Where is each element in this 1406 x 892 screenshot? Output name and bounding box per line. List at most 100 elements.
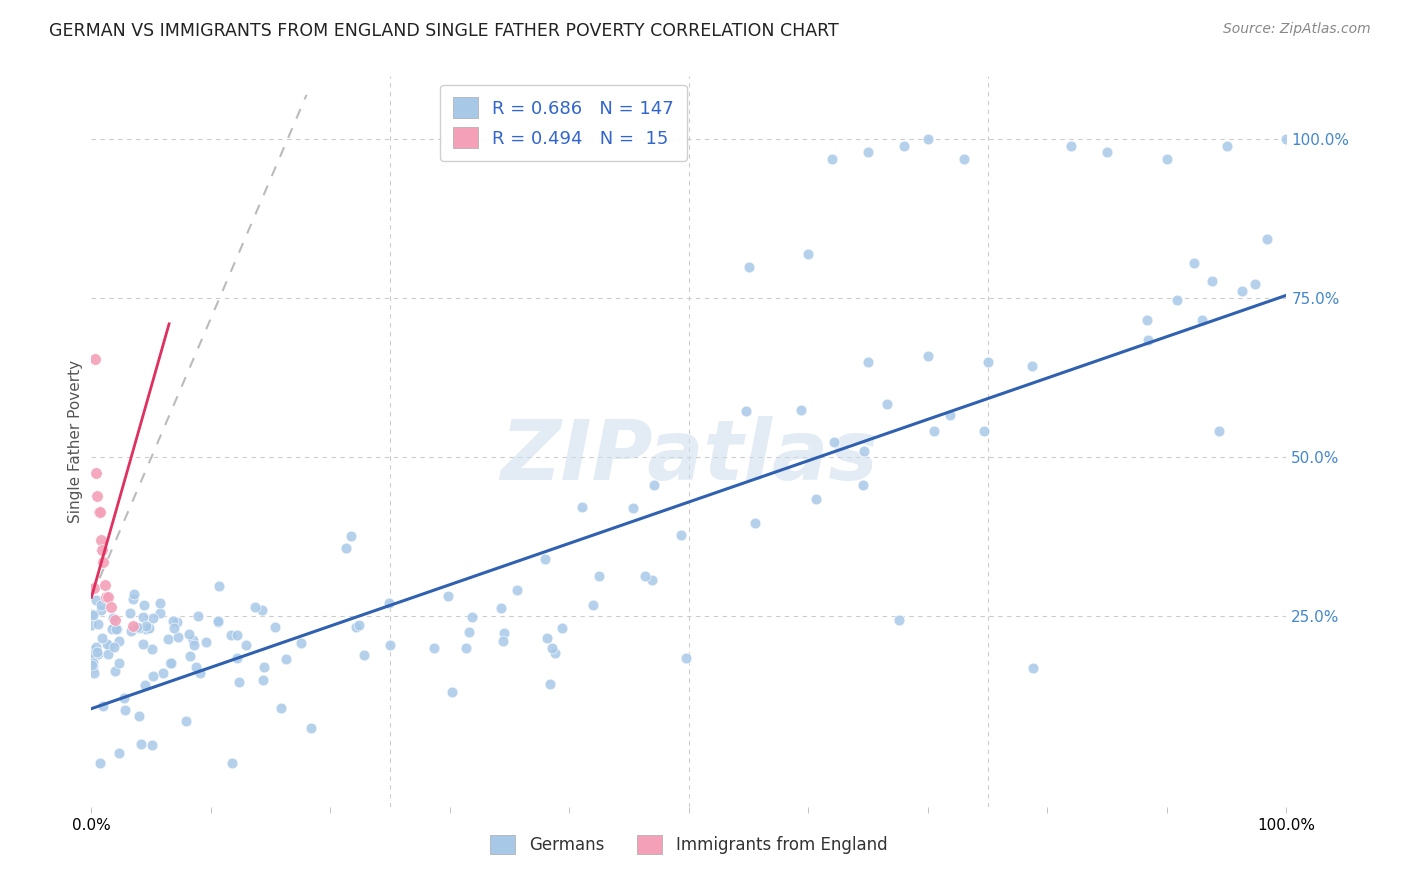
Point [122, 619, 145, 633]
Point [166, 615, 188, 629]
Text: GERMAN VS IMMIGRANTS FROM ENGLAND SINGLE FATHER POVERTY CORRELATION CHART: GERMAN VS IMMIGRANTS FROM ENGLAND SINGLE… [49, 22, 839, 40]
Point [737, 260, 759, 274]
Point [129, 737, 152, 751]
Point [86, 647, 108, 661]
Point [353, 648, 375, 662]
Point [917, 132, 939, 146]
Point [83, 665, 105, 680]
Point [159, 656, 181, 670]
Point [101, 622, 124, 636]
Point [290, 636, 312, 650]
Point [378, 596, 401, 610]
Point [228, 674, 250, 689]
Point [582, 599, 605, 613]
Point [96, 636, 118, 650]
Point [939, 408, 962, 422]
Y-axis label: Single Father Poverty: Single Father Poverty [67, 360, 83, 523]
Point [86, 645, 108, 659]
Point [94, 591, 117, 605]
Point [142, 669, 165, 683]
Point [163, 621, 186, 635]
Point [128, 709, 150, 723]
Point [132, 598, 155, 612]
Point [89, 504, 111, 518]
Point [643, 478, 665, 492]
Point [82, 650, 104, 665]
Point [1215, 138, 1237, 153]
Point [551, 621, 574, 635]
Point [1182, 256, 1205, 270]
Point [340, 529, 363, 543]
Point [107, 746, 129, 760]
Point [797, 247, 820, 261]
Point [186, 659, 208, 673]
Point [976, 355, 998, 369]
Point [134, 678, 156, 692]
Point [250, 603, 273, 617]
Point [174, 714, 197, 728]
Point [536, 631, 558, 645]
Point [84, 467, 107, 481]
Point [492, 633, 515, 648]
Point [87, 504, 110, 518]
Point [347, 618, 370, 632]
Point [226, 650, 249, 665]
Point [335, 541, 357, 555]
Point [422, 641, 444, 656]
Point [120, 606, 142, 620]
Point [588, 569, 610, 583]
Text: ZIPatlas: ZIPatlas [501, 416, 877, 497]
Point [108, 656, 131, 670]
Point [135, 622, 157, 636]
Point [90, 598, 112, 612]
Point [207, 614, 229, 628]
Point [122, 592, 145, 607]
Point [84, 640, 107, 654]
Point [97, 647, 120, 661]
Point [734, 404, 756, 418]
Point [181, 633, 204, 648]
Point [82, 660, 104, 674]
Point [221, 756, 243, 770]
Point [454, 641, 477, 656]
Point [108, 634, 131, 648]
Point [235, 638, 257, 652]
Point [378, 638, 401, 652]
Point [1021, 661, 1043, 675]
Point [208, 579, 231, 593]
Point [461, 609, 484, 624]
Point [105, 623, 128, 637]
Point [270, 701, 292, 715]
Point [544, 646, 567, 660]
Point [1060, 138, 1083, 153]
Point [924, 425, 946, 439]
Point [82, 657, 104, 671]
Point [1244, 277, 1267, 291]
Point [207, 615, 229, 629]
Point [104, 613, 127, 627]
Point [91, 698, 114, 713]
Point [274, 651, 297, 665]
Point [804, 491, 827, 506]
Point [100, 599, 122, 614]
Point [823, 435, 845, 450]
Point [98, 639, 121, 653]
Point [114, 703, 136, 717]
Point [90, 533, 112, 548]
Point [160, 656, 183, 670]
Point [852, 478, 875, 492]
Point [103, 611, 125, 625]
Point [124, 587, 146, 601]
Point [84, 351, 107, 366]
Point [87, 617, 110, 632]
Point [1021, 359, 1043, 373]
Point [437, 589, 460, 603]
Point [104, 665, 127, 679]
Point [893, 138, 915, 153]
Point [1137, 333, 1160, 347]
Point [669, 527, 692, 541]
Point [162, 614, 184, 628]
Point [489, 601, 512, 615]
Point [127, 620, 149, 634]
Point [80, 607, 103, 621]
